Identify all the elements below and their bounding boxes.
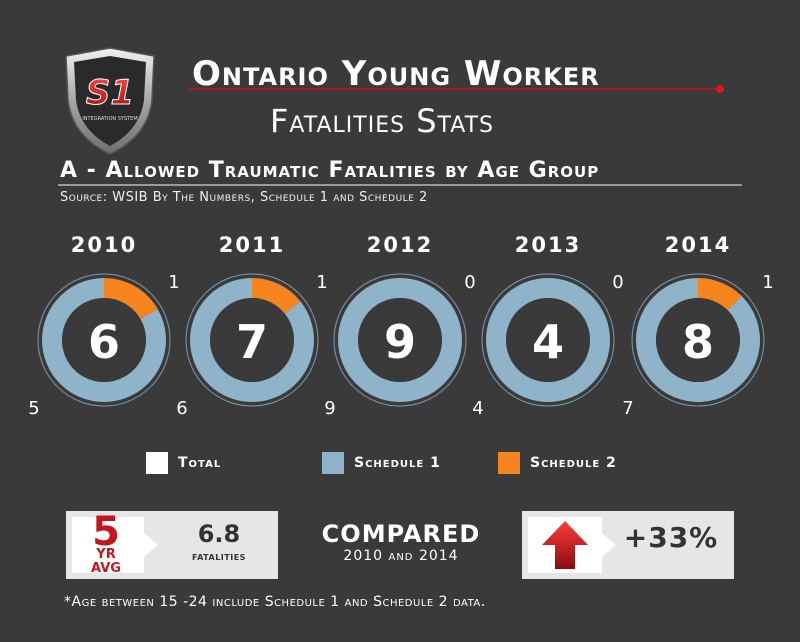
label-schedule1-2013: 4 [472,398,483,419]
donut-2012: 9 2012 0 9 [324,233,475,419]
donut-2010: 6 2010 1 5 [28,233,179,419]
slice-schedule1-2014 [636,278,760,402]
donut-outline-2014 [631,273,765,407]
chart-title: A - Allowed Traumatic Fatalities by Age … [60,158,600,183]
s1-logo: S1 INTEGRATION SYSTEM [65,47,155,155]
label-schedule1-2012: 9 [324,398,335,419]
label-total-2010: 6 [88,315,120,369]
change-arrow-panel [528,517,616,573]
avg-label-yr: YR [96,547,116,562]
legend-schedule2: Schedule 2 [498,452,617,474]
slice-schedule2-2014 [698,278,742,311]
avg-value: 6.8 [197,520,241,548]
logo-text: S1 [86,73,134,113]
legend-schedule1: Schedule 1 [322,452,441,474]
compared-title: COMPARED [321,520,481,548]
legend-total: Total [146,452,221,474]
label-year-2014: 2014 [665,233,731,257]
title-divider-dot [716,85,724,93]
chart-title-divider [58,184,742,186]
page-subtitle: Fatalities Stats [270,102,495,140]
avg-red-panel [72,517,158,573]
donut-2011: 7 2011 1 6 [176,233,327,419]
logo-subtext: INTEGRATION SYSTEM [82,116,137,122]
label-total-2014: 8 [682,315,714,369]
legend-schedule1-label: Schedule 1 [354,455,441,471]
slice-schedule1-2011 [190,278,314,402]
avg-unit: fatalities [192,550,246,563]
slice-schedule1-2013 [486,278,610,402]
legend-schedule2-label: Schedule 2 [530,455,617,471]
label-total-2012: 9 [384,315,416,369]
label-schedule2-2010: 1 [168,272,179,293]
donut-outline-2013 [481,273,615,407]
label-schedule2-2012: 0 [464,272,475,293]
change-percentage: +33% [623,521,719,554]
source-note: Source: WSIB By The Numbers, Schedule 1 … [60,190,428,205]
donut-center-2014 [656,298,740,382]
donut-2014: 8 2014 1 7 [622,233,773,419]
donut-center-2010 [62,298,146,382]
label-year-2010: 2010 [71,233,137,257]
avg-label-avg: AVG [91,561,121,576]
donut-2013: 4 2013 0 4 [472,233,623,419]
title-divider [190,88,720,90]
legend-total-swatch [146,452,168,474]
label-schedule2-2011: 1 [316,272,327,293]
label-total-2011: 7 [236,315,268,369]
arrow-up-icon [542,521,588,569]
page-title: Ontario Young Worker [192,54,600,94]
slice-schedule2-2011 [252,278,301,314]
label-schedule1-2010: 5 [28,398,39,419]
slice-schedule2-2010 [104,278,158,319]
footnote: *Age between 15 -24 include Schedule 1 a… [64,594,486,610]
donut-outline-2011 [185,273,319,407]
compared-years: 2010 and 2014 [343,548,459,564]
label-year-2012: 2012 [367,233,433,257]
label-schedule1-2011: 6 [176,398,187,419]
donut-center-2012 [358,298,442,382]
label-year-2013: 2013 [515,233,581,257]
label-year-2011: 2011 [219,233,285,257]
label-total-2013: 4 [532,315,564,369]
donut-outline-2012 [333,273,467,407]
legend-schedule2-swatch [498,452,520,474]
label-schedule1-2014: 7 [622,398,633,419]
slice-schedule1-2012 [338,278,462,402]
label-schedule2-2013: 0 [612,272,623,293]
slice-schedule1-2010 [41,278,166,402]
avg-years-label: YR AVG [82,548,130,576]
donut-outline-2010 [37,273,171,407]
legend-schedule1-swatch [322,452,344,474]
label-schedule2-2014: 1 [762,272,773,293]
donut-center-2011 [210,298,294,382]
legend-total-label: Total [178,455,222,471]
avg-years-number: 5 [92,509,120,555]
donut-center-2013 [506,298,590,382]
